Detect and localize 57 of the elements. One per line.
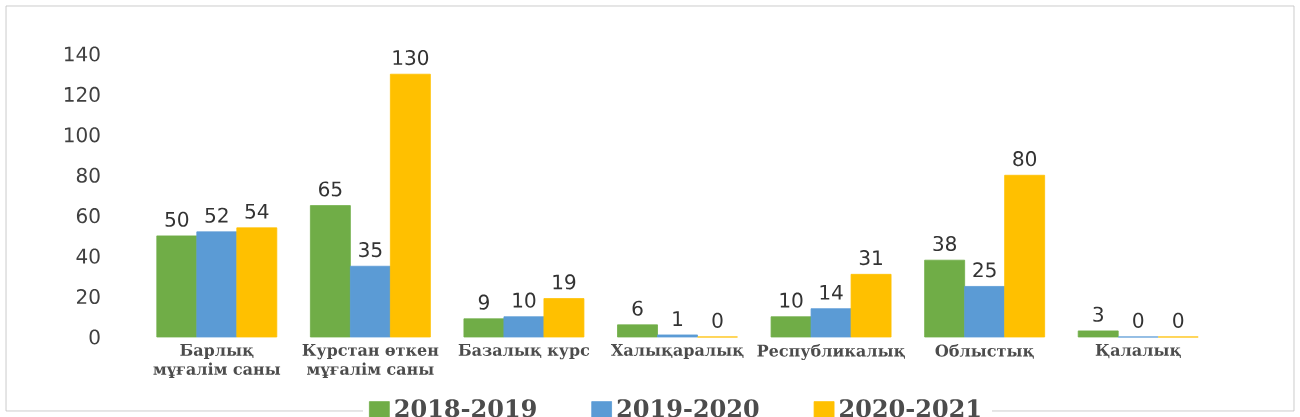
- data-label: 65: [319, 181, 342, 197]
- bar: [924, 259, 966, 338]
- bar: [770, 316, 812, 338]
- bar: [657, 334, 698, 338]
- bar: [236, 227, 278, 338]
- data-label: 38: [933, 235, 956, 252]
- bar: [309, 205, 351, 338]
- legend-label: 2019-2020: [617, 399, 759, 417]
- data-label: 25: [973, 262, 996, 278]
- data-label: 0: [1173, 312, 1184, 328]
- bar: [463, 318, 505, 338]
- bar: [850, 273, 892, 338]
- data-label: 3: [1093, 306, 1103, 322]
- data-label: 19: [553, 274, 576, 290]
- y-tick-label: 20: [76, 288, 100, 305]
- x-tick-label: Базалық курс: [458, 344, 590, 360]
- x-tick-label: Қалалық: [1095, 344, 1181, 359]
- y-tick-label: 120: [64, 86, 100, 102]
- bar: [964, 286, 1006, 338]
- bar: [156, 235, 198, 338]
- data-label: 80: [1013, 151, 1037, 167]
- y-tick-label: 60: [76, 208, 100, 224]
- bar: [1004, 174, 1046, 338]
- data-label: 6: [632, 300, 643, 316]
- y-tick-label: 80: [76, 167, 100, 183]
- data-label: 54: [245, 203, 269, 219]
- y-tick-label: 100: [64, 127, 100, 143]
- bar: [543, 298, 585, 338]
- bar: [196, 231, 238, 338]
- bar: [389, 73, 431, 338]
- x-tick-label: Барлық мұғалім саны: [153, 344, 281, 379]
- y-tick-label: 0: [89, 329, 100, 345]
- data-label: 9: [478, 294, 489, 310]
- data-label: 10: [780, 292, 803, 308]
- data-label: 31: [859, 250, 882, 266]
- bar: [1077, 330, 1119, 338]
- data-label: 10: [513, 292, 536, 308]
- legend-label: 2020-2021: [840, 399, 980, 417]
- data-label: 0: [1133, 312, 1144, 328]
- bar: [810, 308, 852, 338]
- x-tick-label: Облыстық: [935, 344, 1034, 359]
- data-label: 14: [820, 285, 843, 300]
- y-tick-label: 40: [76, 248, 100, 264]
- data-label: 50: [165, 211, 189, 227]
- y-tick-label: 140: [64, 46, 100, 62]
- data-label: 130: [393, 49, 429, 66]
- bar: [349, 265, 391, 338]
- x-tick-label: Халықаралық: [610, 344, 744, 360]
- data-label: 35: [359, 242, 382, 258]
- x-tick-label: Республикалық: [757, 344, 905, 361]
- x-tick-label: Курстан өткен мұғалім саны: [302, 344, 439, 379]
- bar: [617, 324, 658, 338]
- bar: [503, 316, 545, 338]
- data-label: 0: [712, 312, 723, 328]
- data-label: 52: [205, 207, 228, 223]
- legend-label: 2018-2019: [395, 399, 536, 417]
- data-label: 1: [673, 311, 683, 326]
